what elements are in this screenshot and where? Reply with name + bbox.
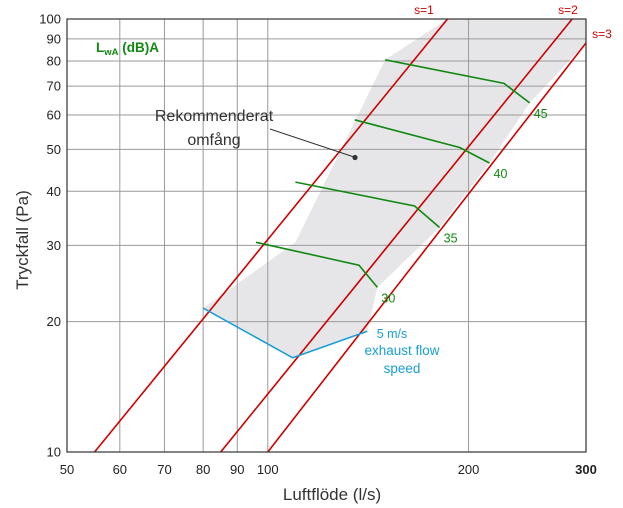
- grid: [67, 19, 586, 452]
- sound-level-line-40: [354, 119, 490, 164]
- y-tick-label: 40: [47, 184, 61, 199]
- recommended-pointer-line: [269, 128, 355, 158]
- sound-level-label: 35: [444, 231, 458, 245]
- x-tick-label: 90: [230, 462, 244, 477]
- sound-level-line-30: [255, 241, 379, 288]
- recommended-region: [203, 19, 586, 358]
- x-axis-label: Luftflöde (l/s): [283, 485, 381, 504]
- y-tick-label: 10: [47, 445, 61, 460]
- exhaust-speed-label: 5 m/s: [377, 327, 408, 341]
- exhaust-caption-line2: speed: [384, 361, 421, 376]
- sound-level-label: 40: [494, 167, 508, 181]
- tick-labels: 50 60 70 80 90 100 200 300 10 20 30 40 50 60 70 80 90 100: [39, 12, 597, 478]
- x-tick-label: 80: [196, 462, 210, 477]
- x-tick-label: 70: [157, 462, 171, 477]
- x-tick-label: 60: [113, 462, 127, 477]
- x-tick-label: 200: [458, 462, 480, 477]
- exhaust-caption-line1: exhaust flow: [364, 343, 439, 358]
- y-axis-label: Tryckfall (Pa): [13, 190, 32, 290]
- y-tick-label: 60: [47, 108, 61, 123]
- recommended-pointer-dot: [352, 154, 358, 161]
- y-tick-label: 70: [47, 79, 61, 94]
- recommended-label-line1: Rekommenderat: [155, 108, 274, 125]
- x-tick-label: 100: [257, 462, 279, 477]
- slope-line-s3: [267, 42, 586, 452]
- y-tick-label: 80: [47, 53, 61, 68]
- annotation-labels: 30 35 40 45 s=1 s=2 s=3 LwA (dB)A Rekommenderat o…: [96, 3, 612, 376]
- exhaust-flow-line: [202, 307, 368, 359]
- slope-label-s1: s=1: [414, 3, 434, 17]
- y-tick-label: 100: [39, 12, 61, 27]
- slope-label-s2: s=2: [558, 3, 578, 17]
- legend-title: LwA (dB)A: [96, 40, 159, 58]
- sound-level-line-45: [385, 59, 531, 104]
- sound-level-label: 45: [534, 107, 548, 121]
- plot-frame: [66, 18, 587, 453]
- recommended-label-line2: omfång: [187, 131, 240, 149]
- slope-label-s3: s=3: [592, 27, 612, 41]
- x-tick-label: 300: [575, 462, 597, 477]
- series-layer: [93, 19, 586, 452]
- y-tick-label: 20: [47, 314, 61, 329]
- sound-level-label: 30: [381, 291, 395, 305]
- slope-line-s1: [93, 19, 449, 452]
- sound-level-line-35: [295, 181, 441, 229]
- y-tick-label: 90: [47, 31, 61, 46]
- y-tick-label: 30: [47, 238, 61, 253]
- y-tick-label: 50: [47, 142, 61, 157]
- x-tick-label: 50: [60, 462, 74, 477]
